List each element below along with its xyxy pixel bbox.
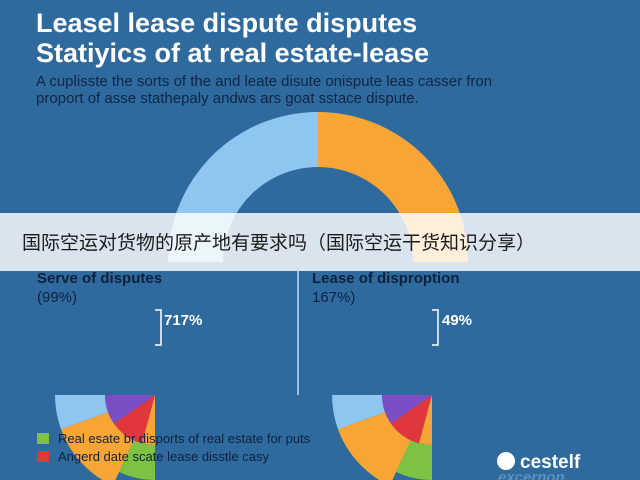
segment	[332, 395, 386, 430]
banner-bg	[0, 213, 640, 271]
legend-text: Real esate br disports of real estate fo…	[58, 431, 311, 446]
subtitle-line: A cuplisste the sorts of the and leate d…	[36, 73, 492, 90]
callout-label: 717%	[164, 312, 202, 329]
callout-bracket	[432, 309, 439, 346]
segment	[119, 440, 155, 480]
logo-icon	[497, 452, 515, 470]
banner-text: 国际空运对货物的原产地有要求吗（国际空运干货知识分享）	[22, 232, 535, 254]
title-line: Leasel lease dispute disputes	[36, 8, 417, 38]
segment	[55, 395, 109, 430]
logo-subtext: excernon	[498, 469, 565, 480]
segment	[391, 395, 432, 444]
callout-bracket	[155, 309, 162, 346]
segment	[396, 440, 432, 480]
legend-swatch	[37, 451, 49, 462]
panel-percent: 167%)	[312, 289, 355, 306]
segment	[338, 412, 411, 480]
subtitle-line: proport of asse stathepaly andws ars goa…	[36, 90, 419, 107]
segment	[105, 395, 155, 424]
title-line: Statiyics of at real estate-lease	[36, 38, 429, 68]
panel-percent: (99%)	[37, 289, 77, 306]
legend-text: Angerd date scate lease disstle casy	[58, 449, 270, 464]
logo-text: cestelf	[520, 452, 581, 473]
panel-title: Lease of disproption	[312, 270, 460, 287]
graphics	[55, 112, 468, 480]
segment	[382, 395, 432, 424]
legend-swatch	[37, 433, 49, 444]
callout-label: 49%	[442, 312, 472, 329]
segment	[142, 395, 155, 445]
segment	[419, 395, 432, 445]
segment	[114, 395, 155, 444]
segment	[61, 412, 134, 480]
panel-title: Serve of disputes	[37, 270, 162, 287]
